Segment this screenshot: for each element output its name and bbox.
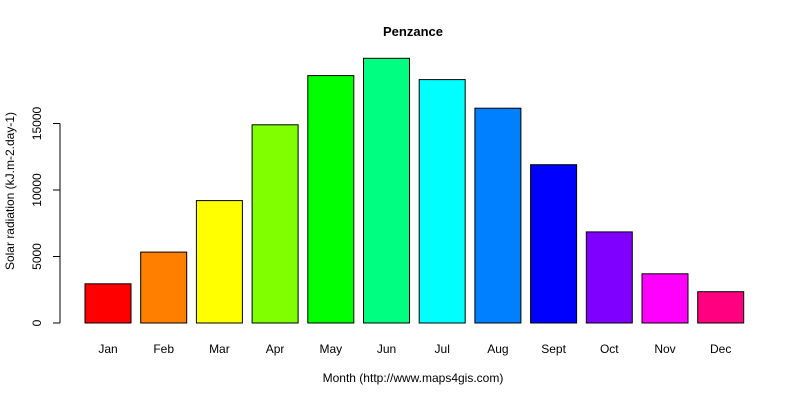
bar-jul (418, 79, 466, 324)
bar-apr (251, 124, 299, 324)
bar-oct (585, 231, 633, 324)
bar-aug (474, 107, 522, 324)
bar-nov (641, 273, 689, 324)
chart-title: Penzance (383, 24, 443, 39)
bars-group (84, 57, 745, 324)
bar-jan (84, 283, 132, 324)
x-tick-labels: Jan Feb Mar Apr May Jun Jul Aug Sept Oct Nov Dec (98, 342, 731, 356)
x-tick-label-nov: Nov (654, 342, 675, 356)
x-tick-label-oct: Oct (600, 342, 619, 356)
bar-dec (697, 291, 745, 324)
x-tick-label-sept: Sept (541, 342, 566, 356)
x-tick-label-apr: Apr (266, 342, 285, 356)
x-tick-label-jan: Jan (98, 342, 117, 356)
bar-jun (363, 57, 410, 324)
bar-feb (140, 251, 188, 324)
x-tick-label-aug: Aug (487, 342, 508, 356)
y-tick-label: 15000 (30, 106, 44, 140)
bar-sept (530, 164, 578, 324)
x-tick-label-jul: Jul (435, 342, 450, 356)
x-axis-label: Month (http://www.maps4gis.com) (323, 371, 504, 385)
y-axis-label: Solar radiation (kJ.m-2.day-1) (3, 112, 17, 270)
x-tick-label-may: May (319, 342, 342, 356)
x-tick-label-mar: Mar (209, 342, 230, 356)
y-tick-label: 5000 (30, 243, 44, 270)
x-tick-label-dec: Dec (710, 342, 731, 356)
y-tick-label: 0 (30, 319, 44, 326)
y-tick-label: 10000 (30, 173, 44, 207)
x-tick-label-feb: Feb (153, 342, 174, 356)
y-axis: 0 5000 10000 15000 (30, 106, 61, 326)
bar-may (307, 75, 355, 324)
x-tick-label-jun: Jun (377, 342, 396, 356)
bar-mar (195, 200, 243, 324)
